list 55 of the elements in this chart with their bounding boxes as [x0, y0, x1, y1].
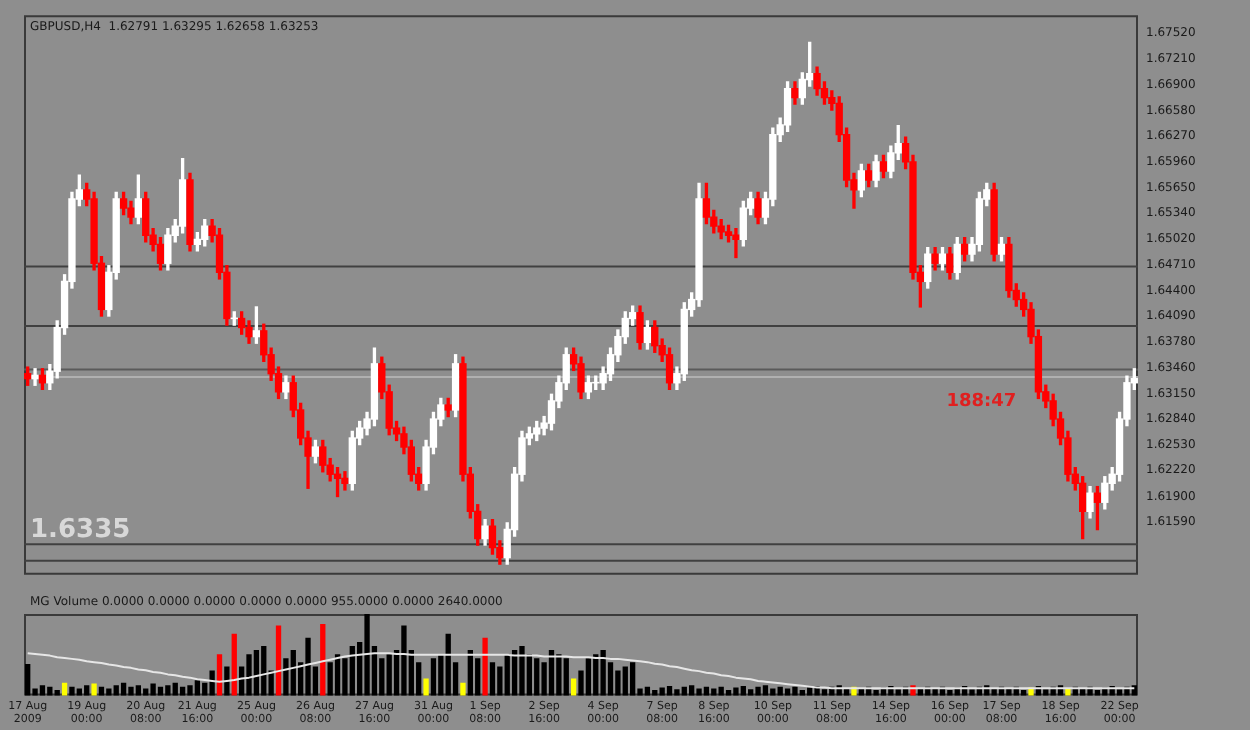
bar [128, 686, 134, 696]
bar [629, 662, 636, 696]
bar [674, 689, 680, 696]
bar [246, 654, 252, 696]
candlestick [732, 228, 740, 259]
bar [489, 662, 496, 696]
bar [165, 685, 171, 696]
bar [770, 688, 776, 696]
bar [711, 688, 717, 696]
bar [150, 683, 156, 696]
annotation: 188:47 [946, 392, 1017, 413]
bar [622, 666, 628, 696]
bar [320, 623, 326, 696]
bar [423, 678, 429, 696]
bar [556, 654, 562, 696]
bar [187, 685, 193, 696]
candlestick [31, 368, 39, 386]
bar [600, 650, 606, 696]
bar [733, 687, 739, 696]
bar [696, 688, 702, 696]
bar [482, 637, 488, 696]
bar [275, 625, 282, 696]
bar [519, 645, 525, 696]
bar [143, 688, 149, 696]
bar [969, 689, 975, 696]
bar [460, 682, 466, 696]
bar [106, 688, 112, 696]
annotation: 1.6335 [30, 514, 131, 545]
bar [445, 633, 451, 696]
bar [283, 658, 289, 696]
bar [231, 633, 237, 696]
bar [615, 670, 621, 696]
bar [305, 637, 311, 696]
bar [947, 690, 953, 696]
bar [224, 666, 230, 696]
bar [784, 688, 791, 696]
bar [364, 614, 370, 696]
bar [585, 658, 592, 696]
bar [25, 663, 31, 696]
bar [69, 686, 75, 696]
bar [209, 670, 215, 696]
bar [659, 687, 665, 696]
bar [563, 658, 569, 696]
bar [401, 625, 407, 696]
bar [534, 658, 540, 696]
bar [76, 688, 82, 696]
bar [386, 654, 392, 696]
bar [194, 680, 201, 696]
bar [327, 662, 333, 696]
bar [792, 686, 798, 696]
bar [475, 658, 481, 696]
bar [755, 686, 761, 696]
bar [91, 683, 97, 696]
bar [873, 690, 879, 696]
bar [430, 658, 437, 696]
